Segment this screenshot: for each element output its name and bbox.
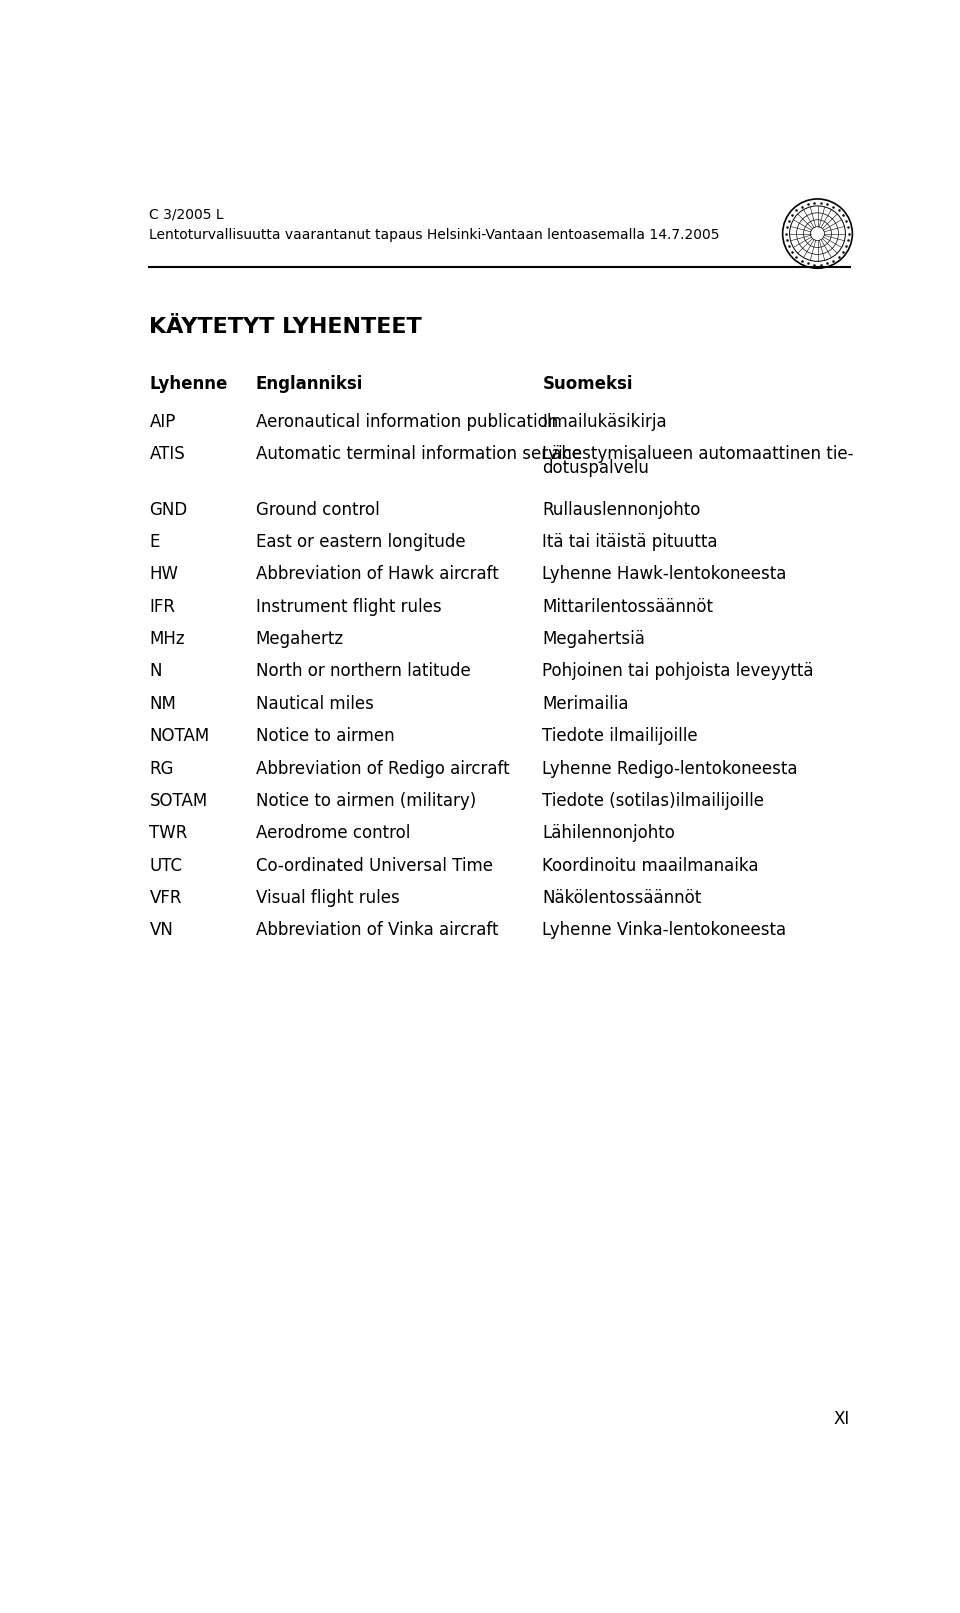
Text: Notice to airmen (military): Notice to airmen (military) xyxy=(255,792,476,810)
Text: Suomeksi: Suomeksi xyxy=(542,374,633,392)
Text: Pohjoinen tai pohjoista leveyyttä: Pohjoinen tai pohjoista leveyyttä xyxy=(542,663,814,681)
Text: East or eastern longitude: East or eastern longitude xyxy=(255,534,466,552)
Text: E: E xyxy=(150,534,159,552)
Text: Lähestymisalueen automaattinen tie-: Lähestymisalueen automaattinen tie- xyxy=(542,445,853,463)
Text: Visual flight rules: Visual flight rules xyxy=(255,889,399,907)
Text: dotuspalvelu: dotuspalvelu xyxy=(542,460,649,477)
Text: NOTAM: NOTAM xyxy=(150,727,209,745)
Text: Instrument flight rules: Instrument flight rules xyxy=(255,598,442,616)
Text: RG: RG xyxy=(150,760,174,777)
Text: Mittarilentossäännöt: Mittarilentossäännöt xyxy=(542,598,713,616)
Text: Merimailia: Merimailia xyxy=(542,695,629,713)
Text: Lyhenne Vinka-lentokoneesta: Lyhenne Vinka-lentokoneesta xyxy=(542,921,786,939)
Text: Co-ordinated Universal Time: Co-ordinated Universal Time xyxy=(255,857,492,874)
Text: Rullauslennonjohto: Rullauslennonjohto xyxy=(542,500,701,519)
Text: Tiedote (sotilas)ilmailijoille: Tiedote (sotilas)ilmailijoille xyxy=(542,792,764,810)
Text: GND: GND xyxy=(150,500,188,519)
Text: Ground control: Ground control xyxy=(255,500,379,519)
Text: AIP: AIP xyxy=(150,413,176,431)
Text: Aerodrome control: Aerodrome control xyxy=(255,824,410,842)
Text: VFR: VFR xyxy=(150,889,182,907)
Text: Lähilennonjohto: Lähilennonjohto xyxy=(542,824,675,842)
Text: XI: XI xyxy=(834,1410,850,1428)
Text: Tiedote ilmailijoille: Tiedote ilmailijoille xyxy=(542,727,698,745)
Text: Näkölentossäännöt: Näkölentossäännöt xyxy=(542,889,702,907)
Text: Lyhenne: Lyhenne xyxy=(150,374,228,392)
Text: IFR: IFR xyxy=(150,598,176,616)
Text: Notice to airmen: Notice to airmen xyxy=(255,727,395,745)
Text: Itä tai itäistä pituutta: Itä tai itäistä pituutta xyxy=(542,534,718,552)
Text: UTC: UTC xyxy=(150,857,182,874)
Text: SOTAM: SOTAM xyxy=(150,792,207,810)
Text: Ilmailukäsikirja: Ilmailukäsikirja xyxy=(542,413,667,431)
Text: HW: HW xyxy=(150,566,179,584)
Text: Abbreviation of Hawk aircraft: Abbreviation of Hawk aircraft xyxy=(255,566,498,584)
Text: Abbreviation of Redigo aircraft: Abbreviation of Redigo aircraft xyxy=(255,760,509,777)
Text: C 3/2005 L: C 3/2005 L xyxy=(150,208,224,221)
Text: N: N xyxy=(150,663,162,681)
Text: North or northern latitude: North or northern latitude xyxy=(255,663,470,681)
Text: Koordinoitu maailmanaika: Koordinoitu maailmanaika xyxy=(542,857,758,874)
Text: ATIS: ATIS xyxy=(150,445,185,463)
Text: Aeronautical information publication: Aeronautical information publication xyxy=(255,413,558,431)
Text: Megahertz: Megahertz xyxy=(255,631,344,648)
Text: Automatic terminal information service: Automatic terminal information service xyxy=(255,445,582,463)
Text: VN: VN xyxy=(150,921,174,939)
Text: Lyhenne Hawk-lentokoneesta: Lyhenne Hawk-lentokoneesta xyxy=(542,566,787,584)
Text: Abbreviation of Vinka aircraft: Abbreviation of Vinka aircraft xyxy=(255,921,498,939)
Text: Lyhenne Redigo-lentokoneesta: Lyhenne Redigo-lentokoneesta xyxy=(542,760,798,777)
Text: Nautical miles: Nautical miles xyxy=(255,695,373,713)
Text: TWR: TWR xyxy=(150,824,188,842)
Text: NM: NM xyxy=(150,695,177,713)
Text: Englanniksi: Englanniksi xyxy=(255,374,363,392)
Text: Megahertsiä: Megahertsiä xyxy=(542,631,645,648)
Text: MHz: MHz xyxy=(150,631,185,648)
Text: Lentoturvallisuutta vaarantanut tapaus Helsinki-Vantaan lentoasemalla 14.7.2005: Lentoturvallisuutta vaarantanut tapaus H… xyxy=(150,227,720,242)
Text: KÄYTETYT LYHENTEET: KÄYTETYT LYHENTEET xyxy=(150,316,422,337)
